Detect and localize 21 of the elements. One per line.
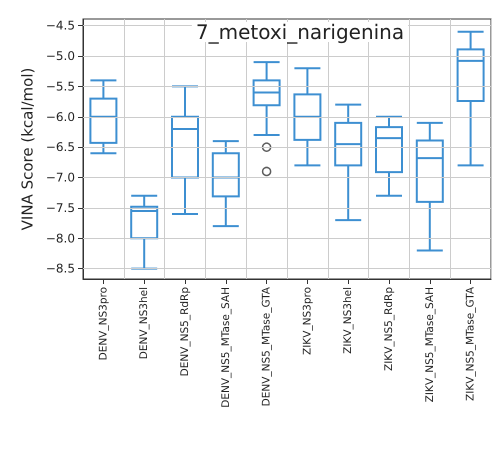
y-tick-label: −6.5 [46,140,75,154]
x-tick-label: DENV_NS3hel [138,287,150,360]
y-tick-label: −8.5 [46,262,75,276]
y-tick-label: −5.0 [46,49,75,64]
y-tick-label: −5.5 [46,79,75,94]
x-tick-label: ZIKV_NS5_MTase_SAH [424,287,436,402]
y-tick-label: −4.5 [46,18,75,33]
x-tick-label: ZIKV_NS5_RdRp [383,286,395,371]
y-tick-label: −6.0 [46,110,75,124]
x-tick-label: DENV_NS5_MTase_SAH [220,287,232,408]
y-tick-label: −7.5 [46,200,75,215]
x-tick-label: ZIKV_NS5_MTase_GTA [464,286,477,401]
y-tick-label: −7.0 [46,170,75,185]
x-tick-label: DENV_NS5_RdRp [179,286,191,376]
x-tick-label: ZIKV_NS3hel [342,287,354,354]
y-tick-label: −8.0 [46,231,75,246]
x-tick-label: DENV_NS3pro [97,287,110,360]
chart-title: 7_metoxi_narigenina [196,20,404,44]
y-axis-title: VINA Score (kcal/mol) [18,68,36,230]
x-tick-label: DENV_NS5_MTase_GTA [260,286,273,406]
x-tick-label: ZIKV_NS3pro [301,287,314,355]
